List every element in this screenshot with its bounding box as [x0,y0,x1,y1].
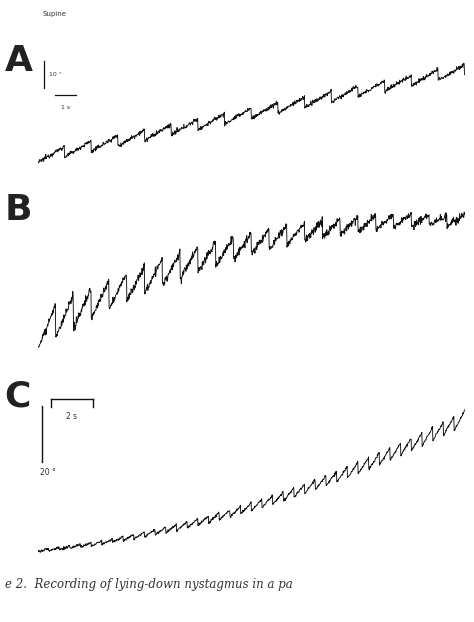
Text: 20 °: 20 ° [40,468,56,478]
Text: A: A [5,44,33,78]
Text: 10 °: 10 ° [48,72,62,77]
Text: C: C [5,379,31,414]
Text: B: B [5,193,32,227]
Text: 1 s: 1 s [61,105,70,110]
Text: e 2.  Recording of lying-down nystagmus in a pa: e 2. Recording of lying-down nystagmus i… [5,578,292,592]
Text: Supine: Supine [42,11,66,17]
Text: 2 s: 2 s [66,412,78,421]
